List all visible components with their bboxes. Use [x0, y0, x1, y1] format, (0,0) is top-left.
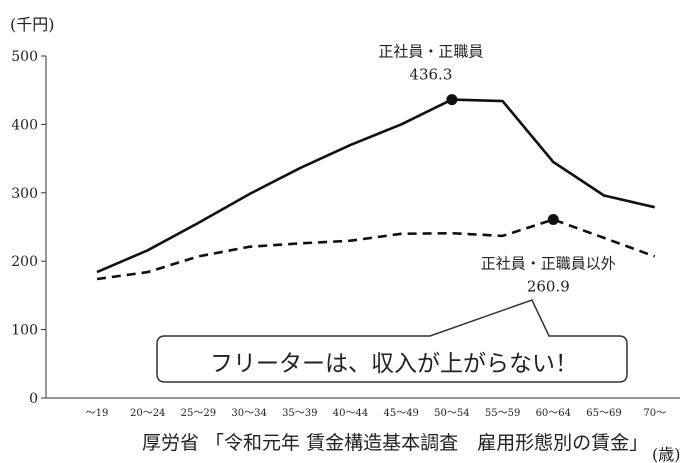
y-tick-label: 200 — [11, 254, 38, 270]
series-line-0 — [96, 98, 655, 274]
y-axis-ticks: 0 100 200 300 400 500 — [11, 49, 46, 407]
x-tick-label: 35～39 — [282, 408, 317, 419]
axes — [45, 56, 680, 399]
x-tick-label: 55～59 — [485, 408, 520, 419]
y-tick-label: 400 — [11, 117, 38, 133]
callout-shape — [156, 299, 628, 383]
callout-text: フリーターは、収入が上がらない！ — [210, 351, 578, 377]
x-axis-unit-label: (歳) — [652, 445, 681, 463]
peak-marker — [547, 214, 559, 226]
callout-bubble: フリーターは、収入が上がらない！ — [156, 299, 628, 383]
peak-annotations: 正社員・正職員 436.3 正社員・正職員以外 260.9 — [378, 43, 615, 296]
annotation-label: 正社員・正職員以外 — [481, 255, 616, 273]
x-tick-label: 45～49 — [383, 408, 418, 419]
x-tick-label: 70～ — [643, 408, 666, 419]
y-tick-label: 100 — [11, 323, 38, 339]
y-axis-unit-label: (千円) — [10, 15, 55, 34]
y-tick-label: 500 — [11, 49, 38, 65]
x-tick-label: ～19 — [86, 408, 109, 419]
x-tick-label: 65～69 — [586, 408, 621, 419]
peak-markers — [446, 94, 559, 226]
annotation-value: 436.3 — [409, 66, 452, 84]
series-lines — [96, 98, 656, 281]
source-caption: 厚労省 「令和元年 賃金構造基本調査 雇用形態別の賃金」 — [142, 432, 649, 454]
annotation-value: 260.9 — [527, 278, 570, 296]
x-tick-label: 30～34 — [231, 408, 266, 419]
x-tick-label: 25～29 — [181, 408, 216, 419]
x-axis-ticks: ～19 20～24 25～29 30～34 35～39 40～44 45～49 50～54 55… — [86, 408, 666, 419]
annotation-label: 正社員・正職員 — [378, 43, 483, 61]
series-line-1 — [96, 218, 656, 281]
peak-marker — [446, 94, 458, 106]
y-tick-label: 0 — [29, 391, 38, 407]
x-tick-label: 40～44 — [333, 408, 368, 419]
x-tick-label: 50～54 — [434, 408, 469, 419]
y-tick-label: 300 — [11, 186, 38, 202]
x-tick-label: 20～24 — [130, 408, 165, 419]
x-tick-label: 60～64 — [536, 408, 571, 419]
